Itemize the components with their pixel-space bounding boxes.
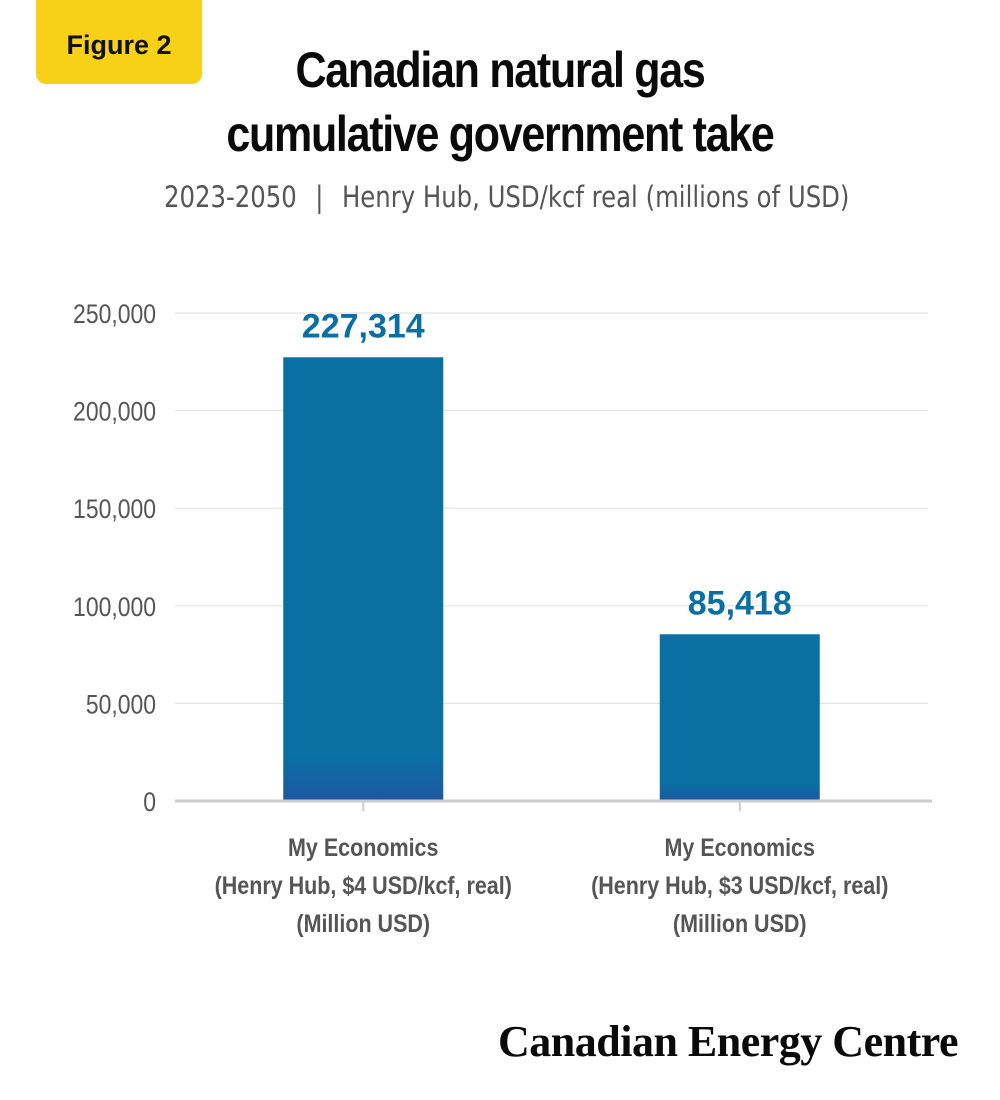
bar-chart: 0 50,000 100,000 150,000 200,000 250,000 227,…: [73, 299, 932, 937]
figure-badge: Figure 2: [36, 0, 202, 84]
bar-1: [283, 357, 444, 801]
category-label-line: (Million USD): [296, 909, 430, 937]
category-label-line: My Economics: [288, 833, 438, 861]
value-labels: 227,314 85,418: [302, 307, 792, 622]
bar-2: [659, 634, 820, 801]
figure-badge-label: Figure 2: [66, 30, 172, 60]
chart-title-line-2: cumulative government take: [226, 106, 774, 162]
value-label-1: 227,314: [302, 307, 425, 345]
subtitle-period: 2023-2050: [164, 180, 297, 214]
y-tick-label: 150,000: [73, 494, 156, 524]
subtitle-separator: |: [315, 180, 324, 214]
chart-title-line-1: Canadian natural gas: [295, 42, 705, 98]
y-tick-label: 50,000: [86, 690, 156, 720]
category-label-line: (Million USD): [673, 909, 807, 937]
subtitle-detail: Henry Hub, USD/kcf real (millions of USD…: [341, 180, 850, 214]
bars: [283, 357, 820, 801]
y-tick-label: 200,000: [73, 397, 156, 427]
y-tick-label: 0: [143, 787, 156, 817]
category-label-line: (Henry Hub, $3 USD/kcf, real): [591, 871, 888, 899]
value-label-2: 85,418: [688, 584, 792, 622]
brand-logo: Canadian Energy Centre: [498, 1017, 958, 1066]
y-axis-tick-labels: 0 50,000 100,000 150,000 200,000 250,000: [73, 299, 156, 817]
category-label-line: (Henry Hub, $4 USD/kcf, real): [215, 871, 512, 899]
x-axis: [175, 799, 932, 811]
y-tick-label: 250,000: [73, 299, 156, 329]
category-label-line: My Economics: [665, 833, 815, 861]
chart-subtitle: 2023-2050 | Henry Hub, USD/kcf real (milli…: [164, 180, 849, 214]
y-tick-label: 100,000: [73, 592, 156, 622]
category-labels: My Economics (Henry Hub, $4 USD/kcf, real…: [215, 833, 889, 937]
